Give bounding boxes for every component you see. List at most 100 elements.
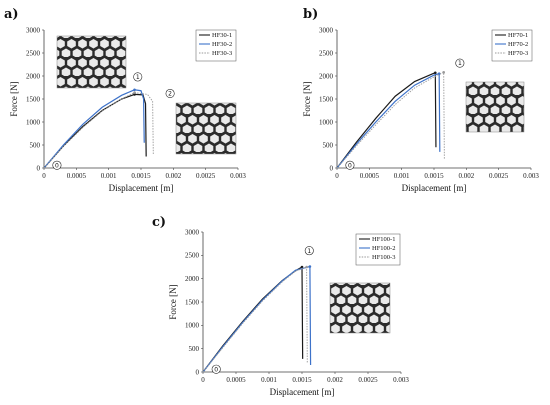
inset-photo-honeycomb: [56, 35, 127, 89]
series-line-hf100-3: [202, 266, 308, 373]
peak-point-hf100-1: [300, 265, 304, 269]
legend-entry-label: HF100-2: [372, 245, 395, 252]
series-line-hf30-1: [43, 93, 147, 169]
y-tick-label: 1000: [319, 118, 334, 126]
y-axis-label: Force [N]: [168, 284, 178, 319]
panel-label: b): [303, 7, 318, 22]
y-tick-label: 2500: [319, 49, 334, 57]
x-tick-label: 0.002: [458, 172, 474, 180]
legend-entry-label: HF70-3: [508, 50, 528, 57]
panel-label: a): [4, 7, 19, 22]
inset-photo-honeycomb: [465, 81, 525, 133]
y-tick-label: 2000: [185, 275, 200, 283]
legend-entry-label: HF70-1: [508, 32, 528, 39]
stage-marker-label: 1: [307, 248, 311, 255]
series-line-hf70-1: [336, 71, 437, 169]
x-tick-label: 0.0025: [196, 172, 216, 180]
x-axis-label: Displacement [m]: [109, 183, 174, 193]
y-axis-label: Force [N]: [302, 81, 312, 116]
x-tick-label: 0: [201, 376, 205, 384]
series-line-hf70-3: [336, 71, 445, 169]
x-tick-label: 0.0025: [358, 376, 378, 384]
x-tick-label: 0.0015: [292, 376, 312, 384]
stage-marker-label: 1: [458, 60, 462, 67]
legend-entry-label: HF30-1: [212, 32, 232, 39]
peak-point-hf100-2: [308, 265, 312, 268]
x-tick-label: 0: [42, 172, 46, 180]
y-tick-label: 500: [189, 345, 200, 353]
stage-marker-circle: [52, 160, 62, 170]
x-tick-label: 0.0005: [360, 172, 380, 180]
stage-marker-circle: [211, 364, 221, 374]
y-tick-label: 2500: [26, 49, 41, 57]
y-tick-label: 1500: [26, 95, 41, 103]
y-tick-label: 2000: [319, 72, 334, 80]
y-tick-label: 1000: [26, 118, 41, 126]
peak-point-hf30-3: [133, 91, 136, 94]
stage-marker-circle: [304, 246, 314, 256]
stage-marker-circle: [345, 160, 355, 170]
x-tick-label: 0.003: [393, 376, 409, 384]
series-line-hf30-3: [43, 92, 154, 169]
y-tick-label: 2500: [185, 252, 200, 260]
y-tick-label: 0: [37, 164, 41, 172]
plot-area: 0 500 1000 1500 2000 2500 3000 0 0.0005 0.001 0.00…: [9, 26, 246, 193]
y-tick-label: 1500: [319, 95, 334, 103]
peak-point-hf70-1: [433, 71, 437, 75]
y-tick-label: 3000: [26, 26, 41, 34]
series-line-hf30-2: [43, 89, 145, 169]
y-tick-label: 500: [323, 141, 334, 149]
x-axis-label: Displacement [m]: [402, 183, 467, 193]
legend-entry-label: HF30-2: [212, 41, 232, 48]
x-tick-label: 0.0025: [489, 172, 509, 180]
x-tick-label: 0.002: [165, 172, 181, 180]
series-line-hf100-2: [202, 265, 312, 373]
x-tick-label: 0.001: [101, 172, 117, 180]
plot-area: 0 500 1000 1500 2000 2500 3000 0 0.0005 0.001 0.00…: [302, 26, 539, 193]
peak-point-hf30-2: [133, 88, 136, 92]
series-line-hf100-1: [202, 265, 304, 373]
stage-marker-circle: [455, 58, 465, 68]
stage-marker-label: 0: [55, 162, 59, 169]
stage-marker-circle: [133, 72, 143, 82]
x-tick-label: 0.0005: [67, 172, 87, 180]
y-axis-label: Force [N]: [9, 81, 19, 116]
legend-entry-label: HF30-3: [212, 50, 232, 57]
x-axis-label: Displacement [m]: [270, 387, 335, 397]
y-tick-label: 0: [330, 164, 334, 172]
legend-entry-label: HF100-3: [372, 254, 395, 261]
panel-label: c): [152, 215, 166, 230]
stage-marker-label: 0: [214, 366, 218, 373]
y-tick-label: 1500: [185, 298, 200, 306]
x-tick-label: 0.0015: [131, 172, 151, 180]
y-tick-label: 500: [30, 141, 41, 149]
x-tick-label: 0.001: [394, 172, 410, 180]
x-tick-label: 0.003: [523, 172, 539, 180]
y-tick-label: 0: [196, 368, 200, 376]
peak-point-hf70-3: [442, 71, 446, 74]
x-tick-label: 0.0005: [226, 376, 246, 384]
legend-entry-label: HF70-2: [508, 41, 528, 48]
y-tick-label: 2000: [26, 72, 41, 80]
x-tick-label: 0.003: [230, 172, 246, 180]
x-tick-label: 0.0015: [424, 172, 444, 180]
stage-marker-label: 1: [136, 74, 140, 81]
plot-area: 0 500 1000 1500 2000 2500 3000 0 0.0005 0.001 0.00…: [168, 228, 409, 397]
y-tick-label: 1000: [185, 322, 200, 330]
y-tick-label: 3000: [185, 228, 200, 236]
stage-marker-label: 2: [168, 91, 172, 98]
legend-entry-label: HF100-1: [372, 236, 395, 243]
x-tick-label: 0: [335, 172, 339, 180]
inset-photo-honeycomb: [329, 282, 391, 334]
series-line-hf70-2: [336, 72, 441, 169]
peak-point-hf30-1: [133, 93, 136, 96]
x-tick-label: 0.002: [327, 376, 343, 384]
stage-marker-circle: [165, 88, 175, 98]
x-tick-label: 0.001: [261, 376, 277, 384]
y-tick-label: 3000: [319, 26, 334, 34]
stage-marker-label: 0: [348, 162, 352, 169]
inset-photo-honeycomb: [175, 102, 237, 155]
